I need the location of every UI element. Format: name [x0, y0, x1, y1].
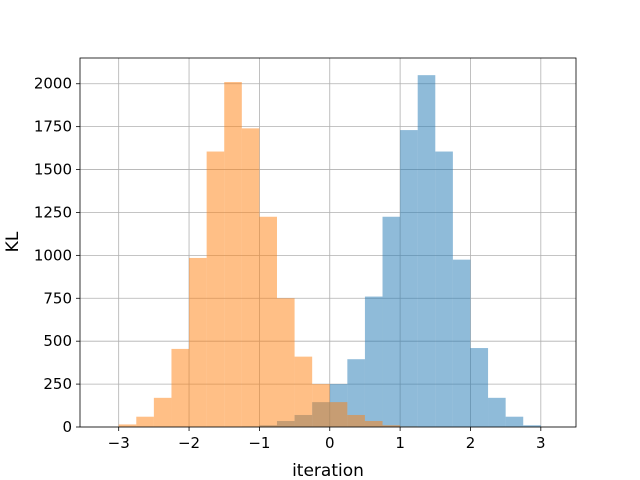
x-tick-label: 2 [466, 434, 476, 452]
y-tick-label: 1750 [34, 118, 72, 136]
y-tick-label: 2000 [34, 75, 72, 93]
y-axis-label: KL [3, 231, 23, 252]
histogram-bar-series-2 [136, 416, 154, 427]
histogram-bar-series-1 [505, 416, 524, 427]
x-tick-label: 1 [395, 434, 405, 452]
histogram-bar-series-2 [312, 384, 330, 427]
histogram-bar-series-2 [224, 82, 242, 428]
histogram-bar-series-2 [364, 420, 383, 427]
y-tick-label: 500 [43, 332, 72, 350]
x-tick-label: 3 [536, 434, 546, 452]
histogram-bar-series-2 [329, 402, 348, 427]
x-tick-label: −3 [108, 434, 130, 452]
y-tick-label: 0 [62, 418, 72, 436]
histogram-bar-series-2 [294, 356, 313, 427]
histogram-bar-series-2 [206, 151, 225, 427]
y-tick-label: 750 [43, 289, 72, 307]
histogram-bar-series-1 [400, 130, 418, 427]
histogram-bar-series-2 [241, 128, 260, 428]
histogram-bar-series-1 [488, 397, 506, 427]
histogram-bar-series-1 [347, 359, 365, 427]
x-tick-label: −2 [178, 434, 200, 452]
histogram-bar-series-2 [153, 397, 172, 427]
histogram-bar-series-2 [382, 425, 401, 427]
histogram-bar-series-1 [470, 348, 489, 427]
histogram-bar-series-1 [523, 425, 541, 427]
axes [76, 57, 577, 431]
histogram-bar-series-2 [276, 298, 295, 427]
histogram-bar-series-2 [171, 348, 190, 427]
histogram-bar-series-1 [417, 75, 436, 428]
x-tick-label: 0 [325, 434, 335, 452]
tick-labels: −3 −2 −1 0 1 2 3 0 250 500 750 1000 1250 1500 1750 2000 [34, 75, 546, 452]
histogram-bars [118, 75, 541, 428]
histogram-bar-series-1 [364, 296, 383, 427]
plot-frame [79, 57, 577, 428]
histogram-bar-series-2 [118, 424, 137, 427]
histogram-bar-series-1 [382, 216, 401, 427]
histogram-bar-series-1 [452, 259, 471, 427]
y-tick-label: 250 [43, 375, 72, 393]
histogram-bar-series-2 [347, 414, 365, 427]
histogram-bar-series-2 [189, 257, 207, 427]
histogram-bar-series-2 [259, 216, 277, 427]
x-tick-label: −1 [248, 434, 270, 452]
histogram-bar-series-1 [435, 151, 453, 427]
y-tick-label: 1500 [34, 161, 72, 179]
x-axis-label: iteration [292, 461, 364, 480]
y-tick-label: 1000 [34, 246, 72, 264]
y-tick-label: 1250 [34, 203, 72, 221]
